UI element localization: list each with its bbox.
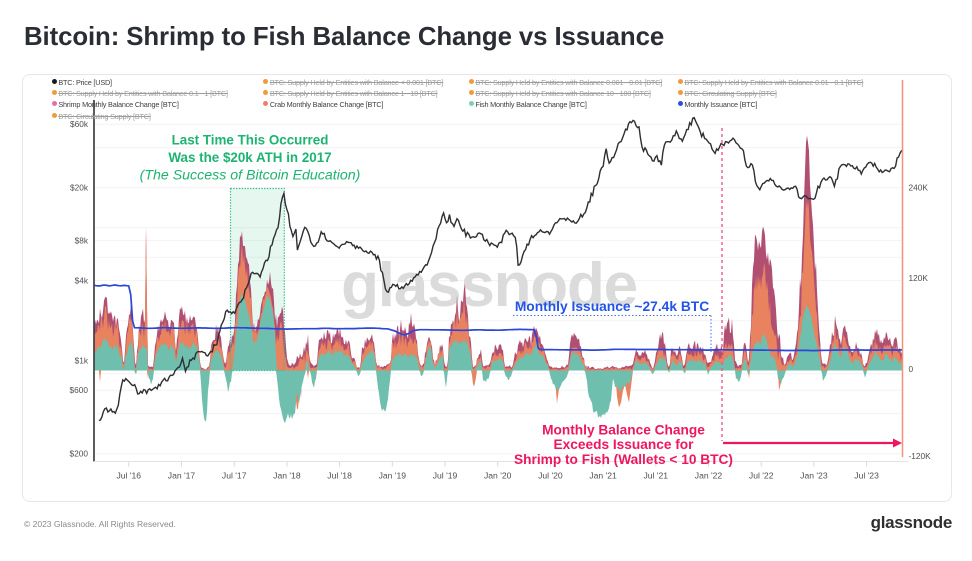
svg-text:$8k: $8k xyxy=(75,236,89,246)
svg-text:Jan '21: Jan '21 xyxy=(589,471,617,481)
svg-text:Jan '23: Jan '23 xyxy=(800,471,828,481)
svg-text:120K: 120K xyxy=(909,273,929,283)
svg-text:glassnode: glassnode xyxy=(341,251,637,320)
svg-text:Monthly Balance Change: Monthly Balance Change xyxy=(542,423,705,438)
svg-text:Was the $20k ATH in 2017: Was the $20k ATH in 2017 xyxy=(168,150,331,165)
svg-text:Monthly Issuance ~27.4k BTC: Monthly Issuance ~27.4k BTC xyxy=(515,299,709,314)
svg-text:Jul '19: Jul '19 xyxy=(433,471,458,481)
svg-text:Jul '23: Jul '23 xyxy=(854,471,879,481)
svg-text:240K: 240K xyxy=(909,182,929,192)
svg-text:Jan '20: Jan '20 xyxy=(484,471,512,481)
svg-text:Jan '18: Jan '18 xyxy=(273,471,301,481)
svg-text:$20k: $20k xyxy=(70,183,89,193)
svg-text:Jul '16: Jul '16 xyxy=(117,471,142,481)
svg-text:Jul '17: Jul '17 xyxy=(222,471,247,481)
svg-text:Jul '21: Jul '21 xyxy=(644,471,669,481)
svg-text:$60k: $60k xyxy=(70,119,89,129)
svg-text:$1k: $1k xyxy=(75,356,89,366)
svg-text:Last Time This Occurred: Last Time This Occurred xyxy=(172,133,329,148)
svg-text:Jul '22: Jul '22 xyxy=(749,471,774,481)
svg-text:$200: $200 xyxy=(70,449,89,459)
svg-text:Jan '17: Jan '17 xyxy=(168,471,196,481)
svg-text:0: 0 xyxy=(909,364,914,374)
svg-text:$4k: $4k xyxy=(75,276,89,286)
svg-text:Jan '19: Jan '19 xyxy=(379,471,407,481)
svg-text:Shrimp to Fish (Wallets < 10 B: Shrimp to Fish (Wallets < 10 BTC) xyxy=(514,452,733,467)
svg-text:(The Success of Bitcoin Educat: (The Success of Bitcoin Education) xyxy=(140,168,361,184)
svg-text:$600: $600 xyxy=(70,385,89,395)
svg-text:Jul '20: Jul '20 xyxy=(538,471,563,481)
svg-text:Jan '22: Jan '22 xyxy=(695,471,723,481)
svg-text:Exceeds Issuance for: Exceeds Issuance for xyxy=(554,437,695,452)
svg-text:Jul '18: Jul '18 xyxy=(327,471,352,481)
svg-text:-120K: -120K xyxy=(909,451,932,461)
